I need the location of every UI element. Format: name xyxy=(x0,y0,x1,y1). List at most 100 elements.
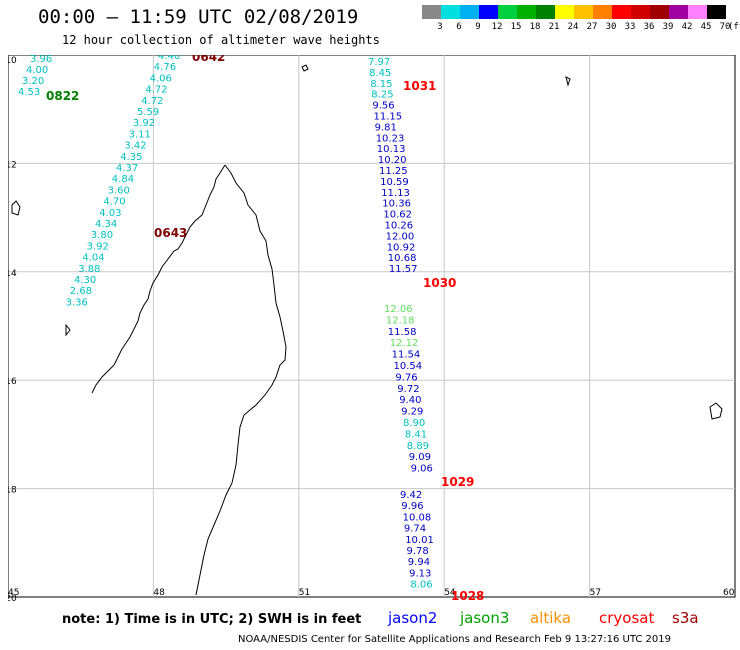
wave-height-value: 3.11 xyxy=(129,129,151,140)
wave-height-value: 10.62 xyxy=(383,210,412,221)
wave-height-value: 9.74 xyxy=(404,524,426,535)
wave-height-value: 3.96 xyxy=(30,55,52,65)
island-coastline xyxy=(301,64,571,87)
footer-credit: NOAA/NESDIS Center for Satellite Applica… xyxy=(238,634,671,645)
wave-height-value: 8.41 xyxy=(405,429,427,440)
wave-height-value: 7.97 xyxy=(368,57,390,68)
latitude-label: -14 xyxy=(8,269,17,279)
track-time-label: 1031 xyxy=(403,79,436,93)
wave-height-value: 11.15 xyxy=(374,112,403,123)
color-scale-label: 70 xyxy=(719,22,731,32)
wave-height-value: 4.37 xyxy=(116,163,138,174)
wave-height-value: 8.89 xyxy=(407,441,429,452)
latitude-label: -12 xyxy=(8,160,17,170)
color-scale-swatch xyxy=(612,5,631,19)
color-scale-bar xyxy=(422,5,726,19)
track-time-label: 1029 xyxy=(441,475,474,489)
wave-height-value: 12.12 xyxy=(390,338,419,349)
wave-height-value: 10.08 xyxy=(403,512,432,523)
longitude-label: 57 xyxy=(590,588,601,598)
wave-height-value: 4.72 xyxy=(141,96,163,107)
wave-height-value: 8.25 xyxy=(371,90,393,101)
wave-height-value: 10.20 xyxy=(378,155,407,166)
color-scale-swatch xyxy=(498,5,517,19)
color-scale-swatch xyxy=(536,5,555,19)
wave-height-value: 9.81 xyxy=(375,122,397,133)
color-scale-label: 15 xyxy=(510,22,522,32)
wave-height-value: 12.06 xyxy=(384,304,413,315)
wave-height-value: 8.90 xyxy=(403,418,425,429)
color-scale-swatch xyxy=(460,5,479,19)
mission-legend-item: s3a xyxy=(672,609,699,627)
wave-height-value: 8.06 xyxy=(410,580,432,591)
wave-height-value: 4.76 xyxy=(154,62,176,73)
wave-height-value: 10.59 xyxy=(380,177,409,188)
wave-height-value: 3.92 xyxy=(133,118,155,129)
wave-height-value: 10.01 xyxy=(405,535,434,546)
wave-height-value: 10.54 xyxy=(394,361,423,372)
color-scale-swatch xyxy=(650,5,669,19)
color-scale-label: 30 xyxy=(605,22,617,32)
altimeter-observations: 3.964.003.204.53 08224.404.764.064.724.72… xyxy=(18,55,484,603)
track-time-label: 0822 xyxy=(46,89,79,103)
wave-height-value: 10.26 xyxy=(385,221,414,232)
wave-height-value: 4.84 xyxy=(112,174,134,185)
wave-height-value: 9.72 xyxy=(397,384,419,395)
color-scale-label: 33 xyxy=(624,22,636,32)
wave-height-value: 9.76 xyxy=(395,372,417,383)
track-time-label: 1028 xyxy=(451,589,484,603)
wave-height-value: 9.29 xyxy=(401,407,423,418)
wave-height-value: 11.54 xyxy=(392,350,421,361)
wave-height-value: 3.36 xyxy=(66,297,88,308)
wave-height-value: 9.09 xyxy=(409,452,431,463)
color-scale-label: 6 xyxy=(456,22,462,32)
wave-height-value: 10.13 xyxy=(377,144,406,155)
chart-title: 00:00 – 11:59 UTC 02/08/2019 xyxy=(38,6,359,28)
color-scale-swatch xyxy=(574,5,593,19)
mission-legend-item: cryosat xyxy=(599,609,655,627)
color-scale-label: 24 xyxy=(567,22,579,32)
wave-height-value: 9.40 xyxy=(399,395,421,406)
note-text: note: 1) Time is in UTC; 2) SWH is in fe… xyxy=(62,612,362,627)
wave-height-value: 4.00 xyxy=(26,65,48,76)
wave-height-value: 4.72 xyxy=(145,85,167,96)
latitude-label: -20 xyxy=(8,594,17,603)
wave-height-value: 12.00 xyxy=(386,231,415,242)
wave-height-value: 3.42 xyxy=(124,141,146,152)
wave-height-value: 12.18 xyxy=(386,315,415,326)
color-scale-swatch xyxy=(688,5,707,19)
color-scale-label: 36 xyxy=(643,22,655,32)
color-scale-label: 12 xyxy=(491,22,503,32)
wave-height-value: 2.68 xyxy=(70,286,92,297)
color-scale-swatch xyxy=(441,5,460,19)
color-scale-swatch xyxy=(555,5,574,19)
color-scale-label: 45 xyxy=(700,22,712,32)
mission-legend-item: jason2 xyxy=(388,609,438,627)
wave-height-value: 4.40 xyxy=(158,55,180,62)
wave-height-value: 10.68 xyxy=(388,253,417,264)
wave-height-value: 4.03 xyxy=(99,208,121,219)
wave-height-value: 3.20 xyxy=(22,76,44,87)
wave-height-value: 9.13 xyxy=(409,568,431,579)
madagascar-coastline xyxy=(91,164,287,596)
color-scale-swatch xyxy=(593,5,612,19)
track-time-label: 1030 xyxy=(423,276,456,290)
color-scale-label: 21 xyxy=(548,22,560,32)
wave-height-value: 10.92 xyxy=(387,242,416,253)
wave-height-value: 4.34 xyxy=(95,219,117,230)
wave-height-value: 3.80 xyxy=(91,230,113,241)
map-frame xyxy=(8,55,736,598)
wave-height-value: 4.53 xyxy=(18,87,40,98)
wave-height-value: 3.60 xyxy=(108,185,130,196)
wave-height-value: 11.57 xyxy=(389,264,418,275)
color-scale-label: 9 xyxy=(475,22,481,32)
wave-height-value: 8.15 xyxy=(370,79,392,90)
wave-height-value: 9.42 xyxy=(400,490,422,501)
color-scale-label: 42 xyxy=(681,22,693,32)
latitude-label: -10 xyxy=(8,56,17,66)
color-scale-label: 27 xyxy=(586,22,598,32)
mission-legend-item: altika xyxy=(530,609,572,627)
color-scale-label: 18 xyxy=(529,22,541,32)
color-scale-swatch xyxy=(669,5,688,19)
chart-subtitle: 12 hour collection of altimeter wave hei… xyxy=(62,33,380,47)
